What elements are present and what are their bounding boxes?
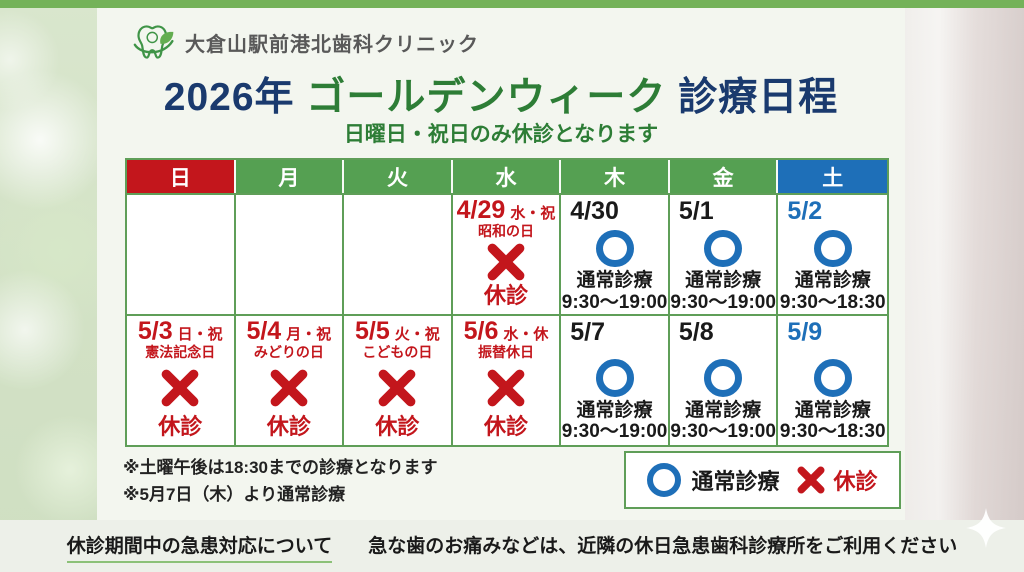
open-circle-icon xyxy=(704,358,743,397)
service-hours: 9:30〜19:00 xyxy=(561,421,668,443)
closed-label: 休診 xyxy=(266,414,311,439)
cell-date: 4/30 xyxy=(570,197,619,225)
weekday-mon: 月 xyxy=(235,160,345,193)
cell-day: 火・祝 xyxy=(394,326,440,343)
weekday-thu: 木 xyxy=(561,160,670,193)
footnote-resume: ※5月7日（木）より通常診療 xyxy=(123,485,346,505)
empty-cell xyxy=(344,193,453,314)
cell-date: 5/3 xyxy=(137,317,173,345)
cell-5-3: 5/3 日・祝 憲法記念日 休診 xyxy=(127,314,236,445)
holiday-name: みどりの日 xyxy=(253,344,324,360)
closed-x-icon xyxy=(379,369,416,407)
open-circle-icon xyxy=(704,229,743,268)
cell-day: 月・祝 xyxy=(286,326,332,343)
service-hours: 9:30〜19:00 xyxy=(670,292,776,314)
emergency-message: 急な歯のお痛みなどは、近隣の休日急患歯科診療所をご利用ください xyxy=(368,536,958,557)
title-highlight: ゴールデンウィーク xyxy=(306,76,667,119)
open-circle-icon xyxy=(647,463,682,497)
footnote-saturday: ※土曜午後は18:30までの診療となります xyxy=(123,458,438,477)
cell-5-2: 5/2 通常診療 9:30〜18:30 xyxy=(778,193,887,314)
footnotes: ※土曜午後は18:30までの診療となります ※5月7日（木）より通常診療 xyxy=(123,454,438,508)
cell-day: 水・祝 xyxy=(510,205,556,222)
clinic-name: 大倉山駅前港北歯科クリニック xyxy=(185,33,479,56)
sparkle-icon xyxy=(966,508,1006,548)
cell-5-8: 5/8 通常診療 9:30〜19:00 xyxy=(669,314,779,445)
open-circle-icon xyxy=(813,229,852,268)
closed-x-icon xyxy=(270,369,308,407)
emergency-info-link[interactable]: 休診期間中の急患対応について xyxy=(66,536,333,563)
service-label: 通常診療 xyxy=(685,399,762,421)
open-circle-icon xyxy=(813,358,852,397)
page-title: 2026年 ゴールデンウィーク 診療日程 xyxy=(97,66,905,122)
service-hours: 9:30〜19:00 xyxy=(561,292,668,314)
cell-date: 5/6 xyxy=(463,317,499,345)
cell-date: 5/7 xyxy=(570,318,606,346)
service-label: 通常診療 xyxy=(576,270,653,292)
closed-label: 休診 xyxy=(158,414,203,439)
weekday-fri: 金 xyxy=(669,160,779,193)
service-label: 通常診療 xyxy=(576,399,653,421)
cell-5-1: 5/1 通常診療 9:30〜19:00 xyxy=(669,193,779,314)
cell-5-4: 5/4 月・祝 みどりの日 休診 xyxy=(235,314,345,445)
cell-date: 4/29 xyxy=(456,196,506,224)
closed-x-icon xyxy=(161,369,199,407)
empty-cell xyxy=(127,193,236,314)
weekday-wed: 水 xyxy=(452,160,562,193)
schedule-table: 日 月 火 水 木 金 土 4/29 水・祝 昭和の日 休診 4/30 通常診療 … xyxy=(125,158,889,447)
holiday-name: 昭和の日 xyxy=(477,223,534,239)
service-label: 通常診療 xyxy=(794,399,871,421)
service-hours: 9:30〜18:30 xyxy=(779,292,886,314)
legend-box: 通常診療 休診 xyxy=(624,451,901,509)
clinic-brand: 大倉山駅前港北歯科クリニック xyxy=(133,20,479,64)
cell-date: 5/2 xyxy=(787,197,823,225)
cell-date: 5/4 xyxy=(246,317,282,345)
cell-5-6: 5/6 水・休 振替休日 休診 xyxy=(452,314,562,445)
top-green-bar xyxy=(0,0,1024,8)
closed-label: 休診 xyxy=(375,414,420,439)
title-year: 2026年 xyxy=(163,76,307,119)
weekday-sat: 土 xyxy=(778,160,887,193)
cell-5-7: 5/7 通常診療 9:30〜19:00 xyxy=(561,314,670,445)
cell-date: 5/8 xyxy=(678,318,714,346)
holiday-name: 憲法記念日 xyxy=(145,344,216,360)
page-subtitle: 日曜日・祝日のみ休診となります xyxy=(343,123,659,146)
service-label: 通常診療 xyxy=(685,270,762,292)
cell-day: 水・休 xyxy=(503,326,549,343)
legend-closed-label: 休診 xyxy=(833,469,878,494)
cell-4-29: 4/29 水・祝 昭和の日 休診 xyxy=(452,193,562,314)
open-circle-icon xyxy=(595,229,634,268)
closed-x-icon xyxy=(487,243,525,281)
title-suffix: 診療日程 xyxy=(666,76,839,119)
closed-x-icon xyxy=(487,369,525,407)
calendar-week-2: 5/3 日・祝 憲法記念日 休診 5/4 月・祝 みどりの日 休診 5/5 火・祝 こ… xyxy=(127,314,887,445)
open-circle-icon xyxy=(595,358,634,397)
service-hours: 9:30〜18:30 xyxy=(779,421,886,443)
weekday-header-row: 日 月 火 水 木 金 土 xyxy=(127,160,887,193)
cell-4-30: 4/30 通常診療 9:30〜19:00 xyxy=(561,193,670,314)
tooth-leaf-logo-icon xyxy=(133,25,174,59)
cell-date: 5/1 xyxy=(678,197,714,225)
weekday-sun: 日 xyxy=(127,160,236,193)
background-photo-right xyxy=(902,0,1024,572)
cell-5-9: 5/9 通常診療 9:30〜18:30 xyxy=(778,314,887,445)
closed-label: 休診 xyxy=(483,283,528,308)
service-hours: 9:30〜19:00 xyxy=(670,421,776,443)
bottom-strip xyxy=(0,520,1024,572)
cell-5-5: 5/5 火・祝 こどもの日 休診 xyxy=(344,314,453,445)
closed-label: 休診 xyxy=(483,414,528,439)
cell-date: 5/5 xyxy=(355,317,390,345)
legend-open-label: 通常診療 xyxy=(691,469,780,494)
footer-text: 休診期間中の急患対応について 急な歯のお痛みなどは、近隣の休日急患歯科診療所をご利… xyxy=(0,531,1024,563)
cell-day: 日・祝 xyxy=(177,326,223,343)
empty-cell xyxy=(235,193,345,314)
schedule-card: 大倉山駅前港北歯科クリニック 2026年 ゴールデンウィーク 診療日程 日曜日・… xyxy=(97,8,905,520)
weekday-tue: 火 xyxy=(344,160,453,193)
holiday-name: こどもの日 xyxy=(362,344,433,360)
calendar-week-1: 4/29 水・祝 昭和の日 休診 4/30 通常診療 9:30〜19:00 5/1… xyxy=(127,193,887,314)
closed-x-icon xyxy=(797,466,824,494)
cell-date: 5/9 xyxy=(787,318,823,346)
holiday-name: 振替休日 xyxy=(477,344,534,360)
service-label: 通常診療 xyxy=(794,270,871,292)
